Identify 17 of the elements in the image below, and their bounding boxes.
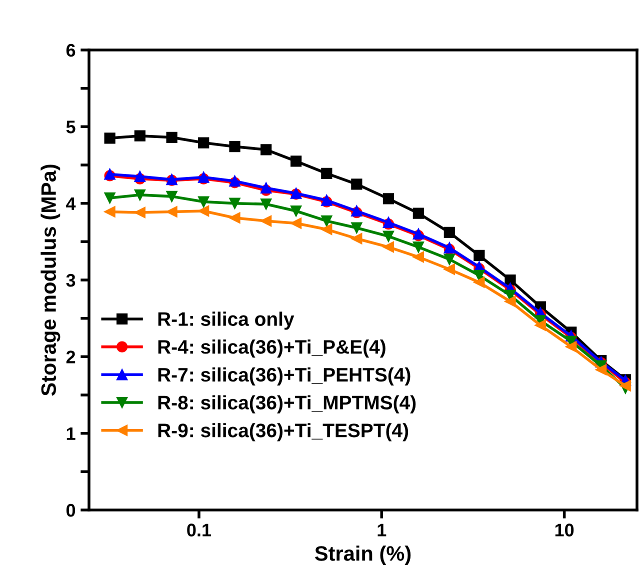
x-tick-label: 10 (555, 524, 574, 536)
y-tick-label: 4 (66, 197, 76, 210)
y-tick-label: 5 (66, 120, 76, 134)
x-tick-label: 1 (378, 524, 386, 536)
legend-label: R-4: silica(36)+Ti_P&E(4) (158, 340, 386, 358)
y-tick-label: 3 (66, 274, 76, 287)
legend-label: R-9: silica(36)+Ti_TESPT(4) (158, 423, 408, 442)
x-axis-title: Strain (%) (314, 546, 411, 565)
y-tick-label: 2 (66, 350, 76, 364)
legend-label: R-7: silica(36)+Ti_PEHTS(4) (158, 367, 410, 386)
y-axis-title: Storage modulus (MPa) (40, 164, 60, 396)
x-tick-label: 0.1 (187, 524, 212, 536)
y-tick-label: 0 (66, 504, 76, 517)
y-tick-label: 6 (66, 44, 76, 57)
y-tick-label: 1 (66, 427, 76, 440)
legend-label: R-1: silica only (158, 312, 294, 330)
legend-label: R-8: silica(36)+Ti_MPTMS(4) (158, 395, 416, 414)
